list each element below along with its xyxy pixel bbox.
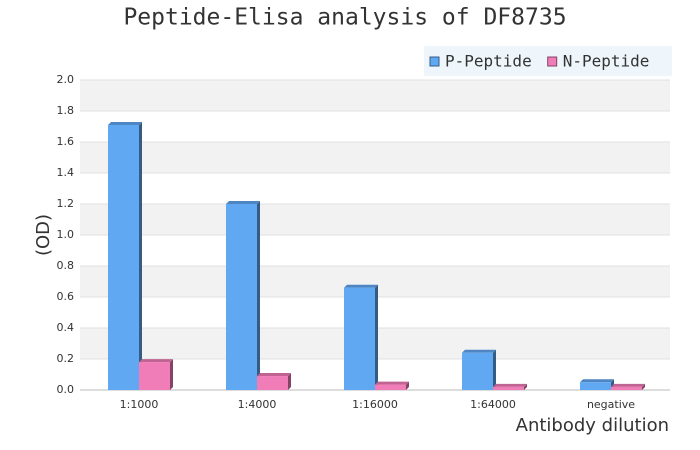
bar-side (375, 284, 378, 390)
x-tick-label: 1:16000 (352, 398, 398, 411)
x-tick-label: negative (587, 398, 635, 411)
x-axis-label: Antibody dilution (516, 415, 669, 436)
bar-side (642, 383, 645, 390)
bar (493, 386, 524, 390)
legend-swatch (547, 56, 558, 67)
x-tick-label: 1:1000 (120, 398, 159, 411)
bar (611, 386, 642, 390)
bar (108, 124, 139, 390)
bar-side (139, 121, 142, 390)
legend-swatch (429, 56, 440, 67)
bar-side (493, 349, 496, 390)
bar-top (257, 373, 291, 377)
bar-top (344, 284, 378, 288)
bar-side (406, 381, 409, 390)
bar-top (139, 359, 173, 363)
y-tick-label: 1.6 (57, 135, 75, 148)
bar-top (462, 349, 496, 353)
y-tick-label: 1.4 (57, 166, 75, 179)
y-tick-label: 1.2 (57, 197, 75, 210)
bar-side (524, 383, 527, 390)
bar-top (226, 201, 260, 204)
bar-side (257, 201, 260, 390)
bar-top (375, 381, 409, 385)
bar (580, 382, 611, 390)
x-tick-label: 1:64000 (470, 398, 516, 411)
y-tick-label: 0.6 (57, 290, 75, 303)
y-axis-label: (OD) (33, 214, 54, 256)
y-tick-label: 0.4 (57, 321, 75, 334)
y-tick-label: 0.0 (57, 383, 75, 396)
bar (226, 204, 257, 390)
bar (344, 287, 375, 390)
grid-band (80, 204, 670, 235)
bar (462, 352, 493, 390)
bar-top (611, 383, 645, 387)
y-tick-label: 2.0 (57, 73, 75, 86)
bar-top (108, 121, 142, 125)
bar-top (580, 379, 614, 383)
y-tick-label: 1.8 (57, 104, 75, 117)
legend-label: N-Peptide (563, 52, 650, 71)
legend-label: P-Peptide (445, 52, 532, 71)
bar-side (170, 359, 173, 390)
x-tick-label: 1:4000 (238, 398, 277, 411)
bar (375, 384, 406, 390)
grid-band (80, 80, 670, 111)
y-tick-label: 1.0 (57, 228, 75, 241)
bar-side (288, 373, 291, 390)
y-tick-label: 0.2 (57, 352, 75, 365)
grid-band (80, 142, 670, 173)
bar (257, 376, 288, 390)
y-tick-label: 0.8 (57, 259, 75, 272)
chart-title: Peptide-Elisa analysis of DF8735 (123, 5, 566, 31)
bar (139, 362, 170, 390)
bar-top (493, 383, 527, 387)
